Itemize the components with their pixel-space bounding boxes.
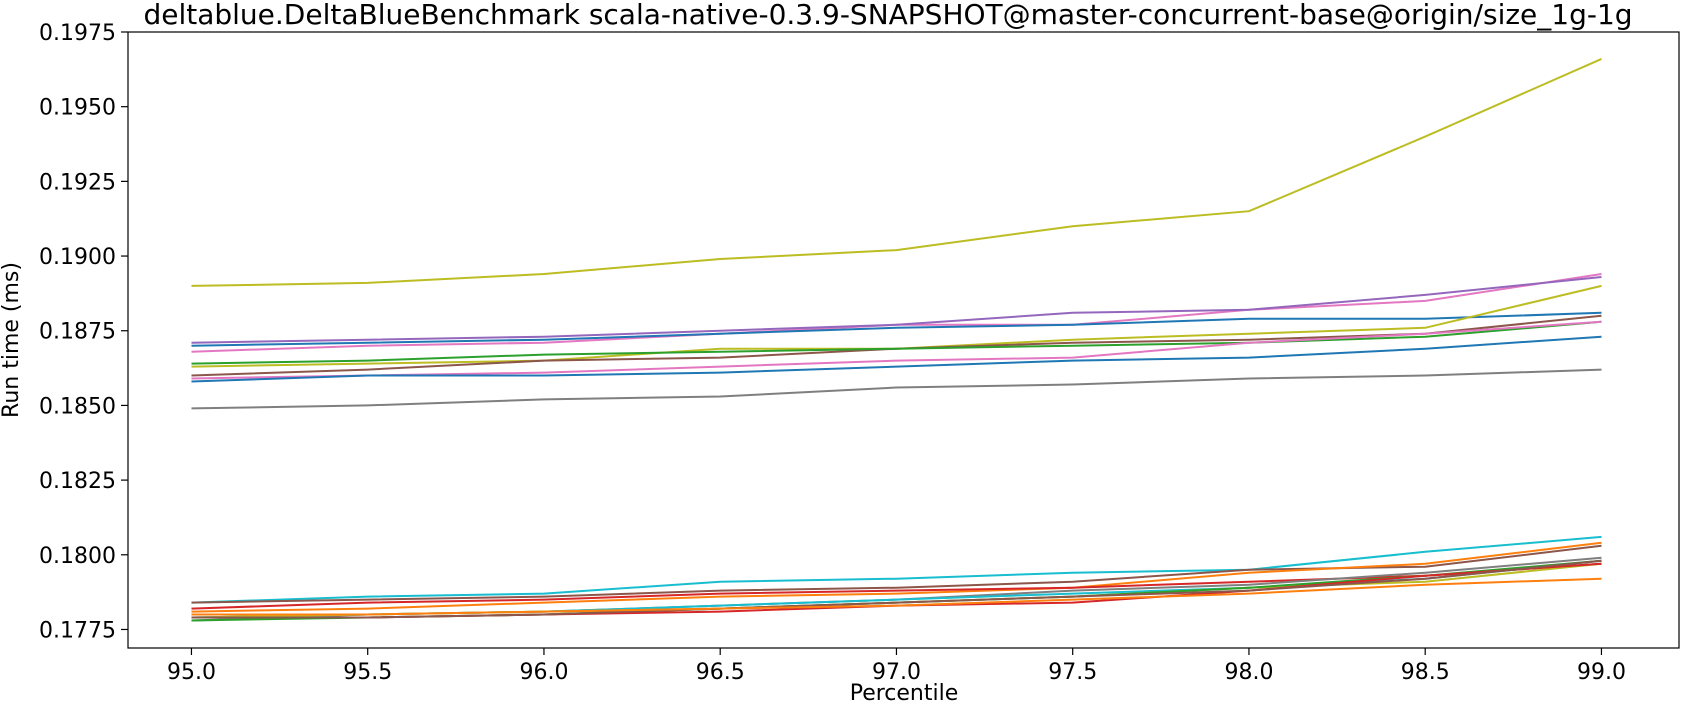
series-line-11 — [191, 535, 1602, 604]
series-line-10 — [191, 368, 1602, 410]
x-tick-label: 96.5 — [696, 660, 745, 685]
series-line-9 — [191, 335, 1602, 383]
y-axis: 0.1775 0.1800 0.1825 0.1850 0.1875 0.1900 0.19… — [39, 21, 128, 643]
x-axis-label: Percentile — [850, 681, 959, 706]
series-line-20 — [191, 559, 1602, 619]
y-tick-label: 0.1950 — [39, 96, 116, 121]
x-tick-label: 97.0 — [872, 660, 921, 685]
series-line-16 — [191, 559, 1602, 619]
x-axis: 95.0 95.5 96.0 96.5 97.0 97.5 98.0 98.5 99.0 — [167, 648, 1626, 685]
series-line-21 — [191, 577, 1602, 616]
x-tick-label: 96.0 — [519, 660, 568, 685]
y-tick-label: 0.1875 — [39, 320, 116, 345]
y-tick-label: 0.1925 — [39, 170, 116, 195]
series-line-3 — [191, 276, 1602, 344]
x-tick-label: 98.5 — [1401, 660, 1450, 685]
y-axis-label: Run time (ms) — [0, 262, 24, 418]
plot-area-frame — [127, 31, 1680, 649]
series-layer — [191, 57, 1602, 622]
x-tick-label: 97.5 — [1048, 660, 1097, 685]
series-line-13 — [191, 541, 1602, 613]
y-tick-label: 0.1975 — [39, 21, 116, 46]
series-line-7 — [191, 320, 1602, 365]
y-tick-label: 0.1825 — [39, 469, 116, 494]
x-tick-label: 99.0 — [1577, 660, 1626, 685]
y-tick-label: 0.1775 — [39, 618, 116, 643]
series-line-4 — [191, 311, 1602, 347]
x-tick-label: 95.5 — [343, 660, 392, 685]
y-tick-label: 0.1800 — [39, 544, 116, 569]
series-line-1 — [191, 57, 1602, 287]
y-tick-label: 0.1850 — [39, 394, 116, 419]
x-tick-label: 98.0 — [1224, 660, 1273, 685]
y-tick-label: 0.1900 — [39, 245, 116, 270]
x-tick-label: 95.0 — [167, 660, 216, 685]
chart-title: deltablue.DeltaBlueBenchmark scala-nativ… — [143, 0, 1632, 31]
